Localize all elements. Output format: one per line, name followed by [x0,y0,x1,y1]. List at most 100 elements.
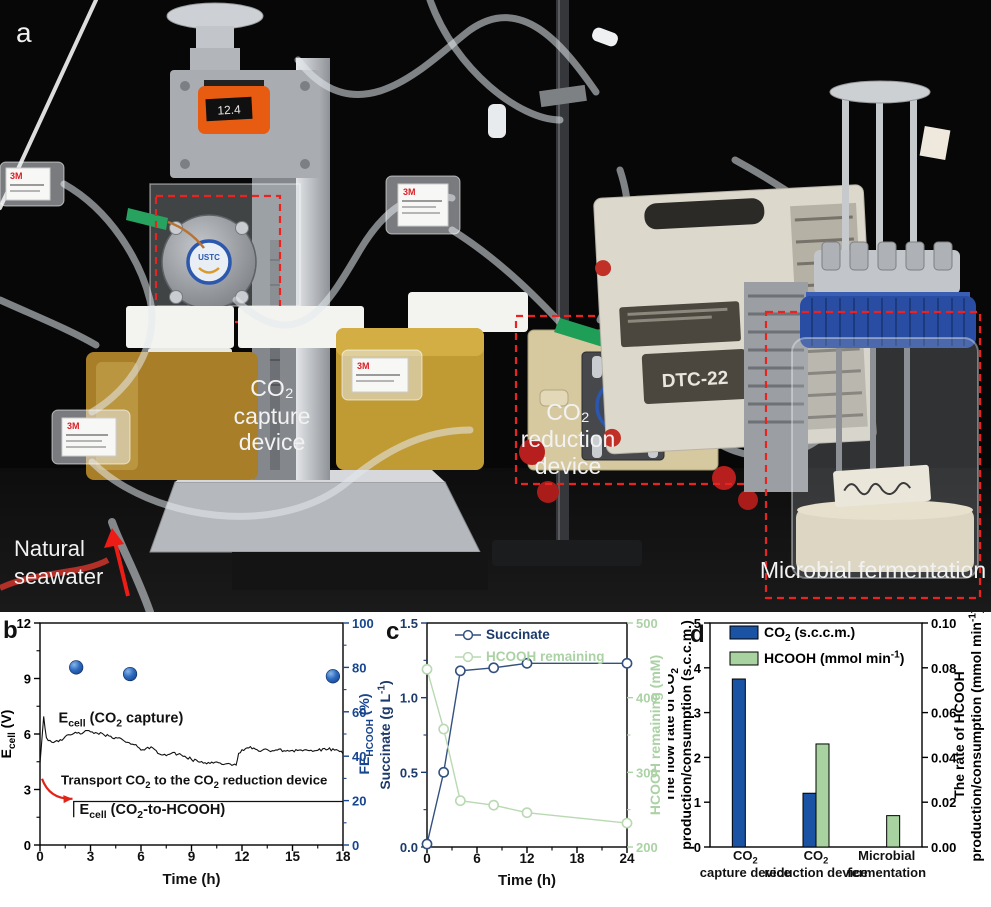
micrometer-dial [166,2,264,30]
svg-text:The rate of HCOOH: The rate of HCOOH [951,671,967,799]
svg-text:12: 12 [17,616,31,631]
svg-text:12: 12 [519,851,534,866]
svg-text:Microbial: Microbial [858,848,915,863]
module-1: 3M [385,175,461,235]
svg-text:Ecell (CO2-to-HCOOH): Ecell (CO2-to-HCOOH) [80,802,226,821]
fermenter-broth [796,508,974,572]
svg-text:CO2 (s.c.c.m.): CO2 (s.c.c.m.) [764,624,855,644]
svg-text:2: 2 [694,750,701,765]
instrument-label-plate [641,349,748,404]
svg-text:The flow rate of CO2: The flow rate of CO2 [668,668,681,802]
svg-text:Succinate: Succinate [486,627,550,642]
svg-text:b: b [3,617,18,644]
svg-text:1: 1 [694,795,701,810]
svg-text:6: 6 [473,851,481,866]
svg-text:c: c [386,618,399,645]
svg-text:0.0: 0.0 [400,840,418,855]
instrument-label-text: DTC-22 [661,368,729,392]
svg-text:0: 0 [694,840,701,855]
svg-text:CO₂: CO₂ [546,399,589,425]
module-brand-text: 3M [10,171,23,181]
luer-fitting-2 [592,27,618,47]
svg-text:HCOOH remaining: HCOOH remaining [486,649,605,664]
label-capture-device: CO₂ capture device [234,375,311,455]
svg-text:24: 24 [619,851,635,866]
module-brand-text: 3M [67,421,80,431]
svg-text:production/consumption (s.c.c.: production/consumption (s.c.c.m.) [678,620,694,849]
svg-text:seawater: seawater [14,564,103,589]
svg-text:80: 80 [352,660,366,675]
svg-text:18: 18 [569,851,585,866]
svg-text:0: 0 [352,838,359,853]
svg-text:9: 9 [188,849,196,864]
svg-text:40: 40 [352,749,366,764]
svg-text:0: 0 [24,838,31,853]
svg-text:device: device [535,453,601,479]
module-3: 3M [0,161,65,207]
seawater-arrow [104,528,130,597]
svg-text:12: 12 [234,849,249,864]
svg-text:6: 6 [137,849,145,864]
svg-text:device: device [239,429,305,455]
svg-text:CO₂: CO₂ [250,375,293,401]
svg-text:reduction: reduction [521,426,616,452]
svg-text:6: 6 [24,727,31,742]
svg-text:100: 100 [352,616,374,631]
svg-text:400: 400 [636,691,658,706]
handwritten-tape [833,464,931,508]
svg-text:4: 4 [694,661,702,676]
svg-text:20: 20 [352,794,366,809]
svg-text:1.0: 1.0 [400,691,418,706]
svg-text:0.08: 0.08 [931,661,956,676]
module-2: 3M [341,349,423,401]
svg-text:3: 3 [694,706,701,721]
luer-fitting [488,104,506,138]
membrane-modules: 3M 3M 3M 3M [0,161,461,465]
svg-text:0.04: 0.04 [931,750,957,765]
green-clip-capture [126,208,168,230]
svg-text:200: 200 [636,840,658,855]
svg-text:0.02: 0.02 [931,795,956,810]
label-microbial-fermentation: Microbial fermentation [760,557,986,583]
gauge-sticker [205,96,253,122]
svg-text:CO2: CO2 [804,848,829,866]
svg-text:Ecell (V): Ecell (V) [0,710,18,759]
panel-b-chart: 0 3 6 9 12 15 18 Time (h) 0 3 6 9 12 Ecell (V) 0 20 40 60… [0,612,376,907]
red-tube [0,557,110,591]
panel-c-chart: 0 6 12 18 24 Time (h) 0.0 0.5 1.0 1.5 Succinate (g… [375,612,668,907]
svg-text:18: 18 [335,849,351,864]
svg-text:0: 0 [423,851,431,866]
copper-wire [167,220,205,249]
svg-text:15: 15 [285,849,301,864]
svg-text:500: 500 [636,616,658,631]
svg-text:0.00: 0.00 [931,840,956,855]
capture-cell-logo-ring [186,239,232,285]
svg-text:CO2: CO2 [733,848,758,866]
svg-text:reduction device: reduction device [764,865,867,880]
svg-text:fermentation: fermentation [847,865,926,880]
svg-text:300: 300 [636,765,658,780]
module-4: 3M [51,409,131,465]
orange-gauge: 12.4 [198,80,270,134]
svg-text:production/consumption (mmol m: production/consumption (mmol min-1) [967,612,984,862]
svg-text:0: 0 [36,849,44,864]
label-reduction-device: CO₂ reduction device [521,399,616,479]
capture-cell-logo-text: USTC [198,253,220,262]
module-brand-text: 3M [357,361,370,371]
svg-text:5: 5 [694,616,701,631]
svg-text:3: 3 [24,783,31,798]
green-clip-reduction [554,318,612,348]
svg-text:Time (h): Time (h) [498,872,556,889]
fermentation-dashed-box [764,310,982,600]
svg-text:FEHCOOH (%): FEHCOOH (%) [356,693,376,774]
svg-text:capture device: capture device [700,865,791,880]
svg-text:Transport CO2 to the CO2 reduc: Transport CO2 to the CO2 reduction devic… [61,772,327,791]
panel-a-letter: a [16,17,32,48]
panel-a-photo: 12.4 USTC [0,0,991,612]
co2-capture-cell: USTC [126,183,301,324]
label-natural-seawater: Natural seawater [14,536,103,589]
gauge-sticker-text: 12.4 [217,102,241,117]
instrument-handle [644,198,765,230]
svg-text:Natural: Natural [14,536,85,561]
svg-text:Ecell (CO2 capture): Ecell (CO2 capture) [59,711,184,730]
